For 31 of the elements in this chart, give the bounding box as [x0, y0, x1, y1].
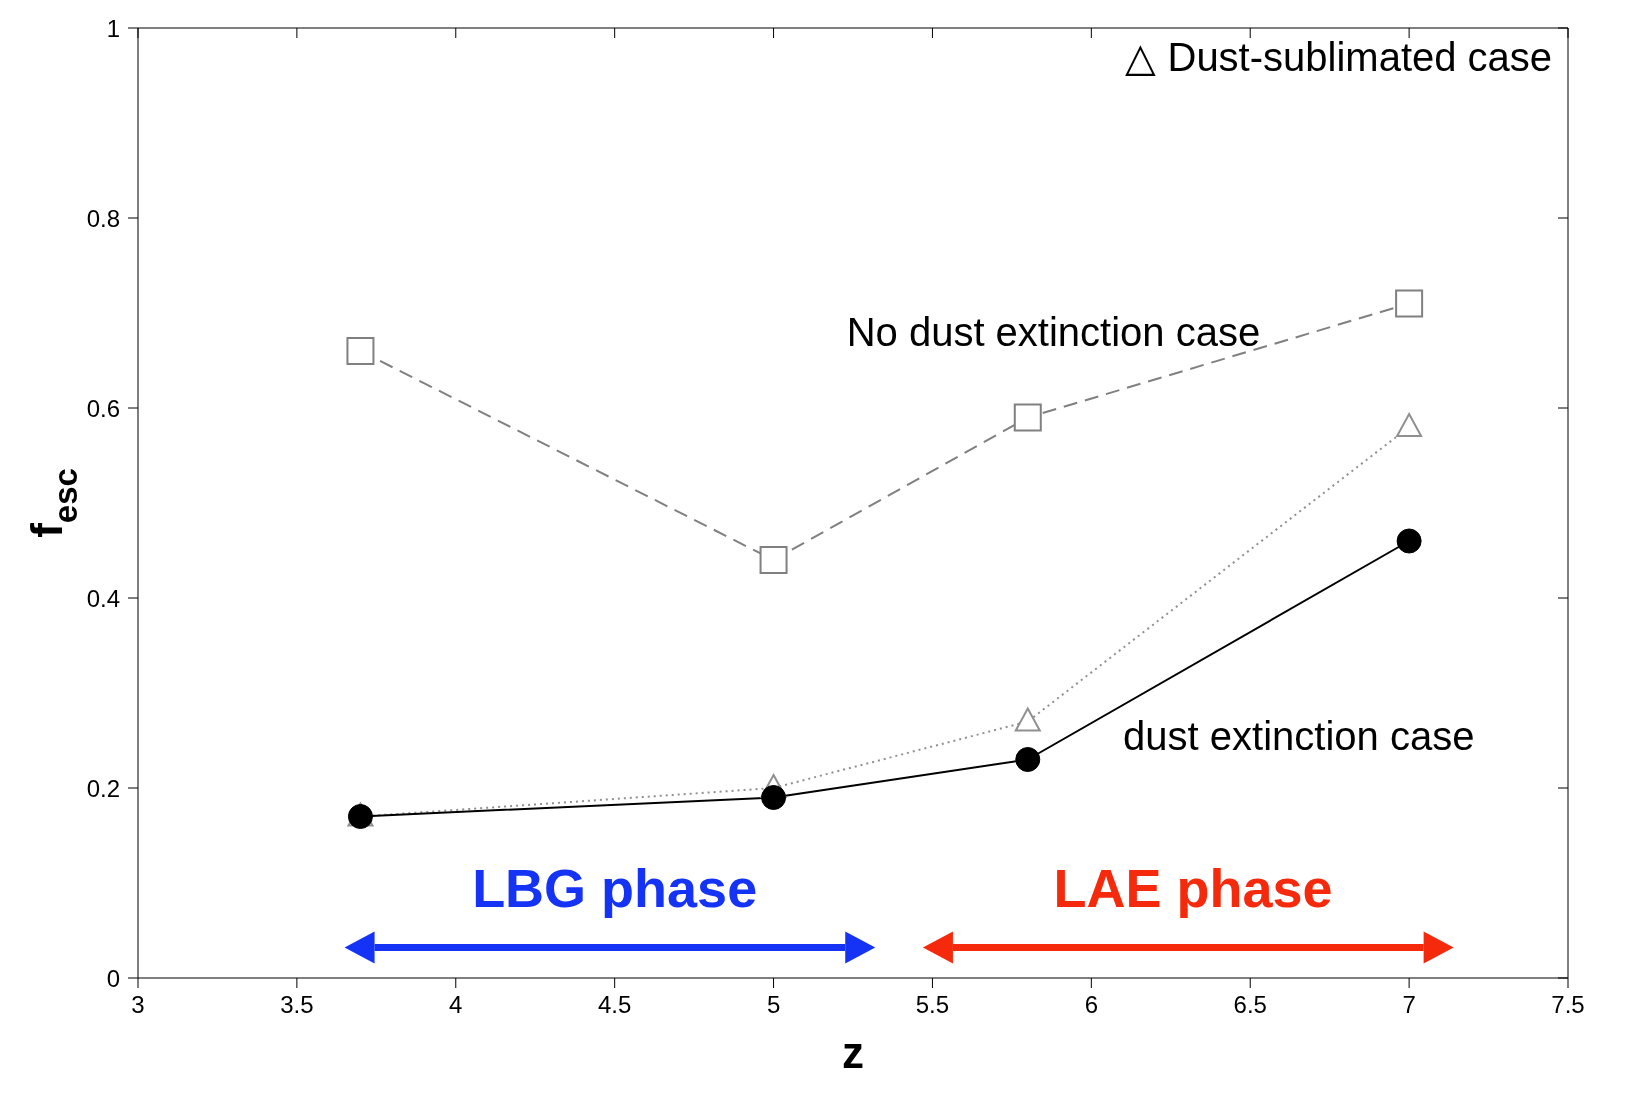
annotation: LBG phase — [472, 857, 758, 918]
y-tick-label: 0.2 — [86, 774, 120, 802]
point — [346, 337, 375, 365]
x-tick-label: 7.5 — [1551, 991, 1585, 1019]
point — [1396, 528, 1422, 554]
x-tick-label: 4 — [449, 991, 463, 1019]
x-tick-label: 6.5 — [1233, 991, 1267, 1019]
y-tick-label: 0.6 — [86, 394, 120, 422]
y-tick-label: 1 — [106, 14, 120, 42]
x-tick-label: 3 — [131, 991, 145, 1019]
annotation: LAE phase — [1053, 857, 1333, 918]
x-tick-label: 5.5 — [915, 991, 950, 1019]
point — [759, 546, 788, 574]
x-tick-label: 7 — [1402, 991, 1416, 1019]
x-tick-label: 4.5 — [597, 991, 632, 1019]
point — [1395, 289, 1424, 318]
annotation: No dust extinction case — [846, 310, 1261, 355]
annotation: △ Dust-sublimated case — [1125, 34, 1553, 79]
y-tick-label: 0.4 — [86, 584, 120, 612]
point — [761, 785, 787, 810]
y-tick-label: 0.8 — [86, 204, 120, 232]
point — [1013, 403, 1042, 432]
x-axis-title: z — [842, 1028, 864, 1077]
y-tick-label: 0 — [106, 964, 120, 992]
point — [1396, 413, 1423, 437]
annotation: dust extinction case — [1123, 714, 1475, 758]
x-tick-label: 5 — [766, 991, 781, 1019]
point — [1015, 747, 1041, 772]
x-tick-label: 6 — [1084, 991, 1099, 1019]
point — [1014, 707, 1041, 732]
x-tick-label: 3.5 — [280, 991, 314, 1019]
